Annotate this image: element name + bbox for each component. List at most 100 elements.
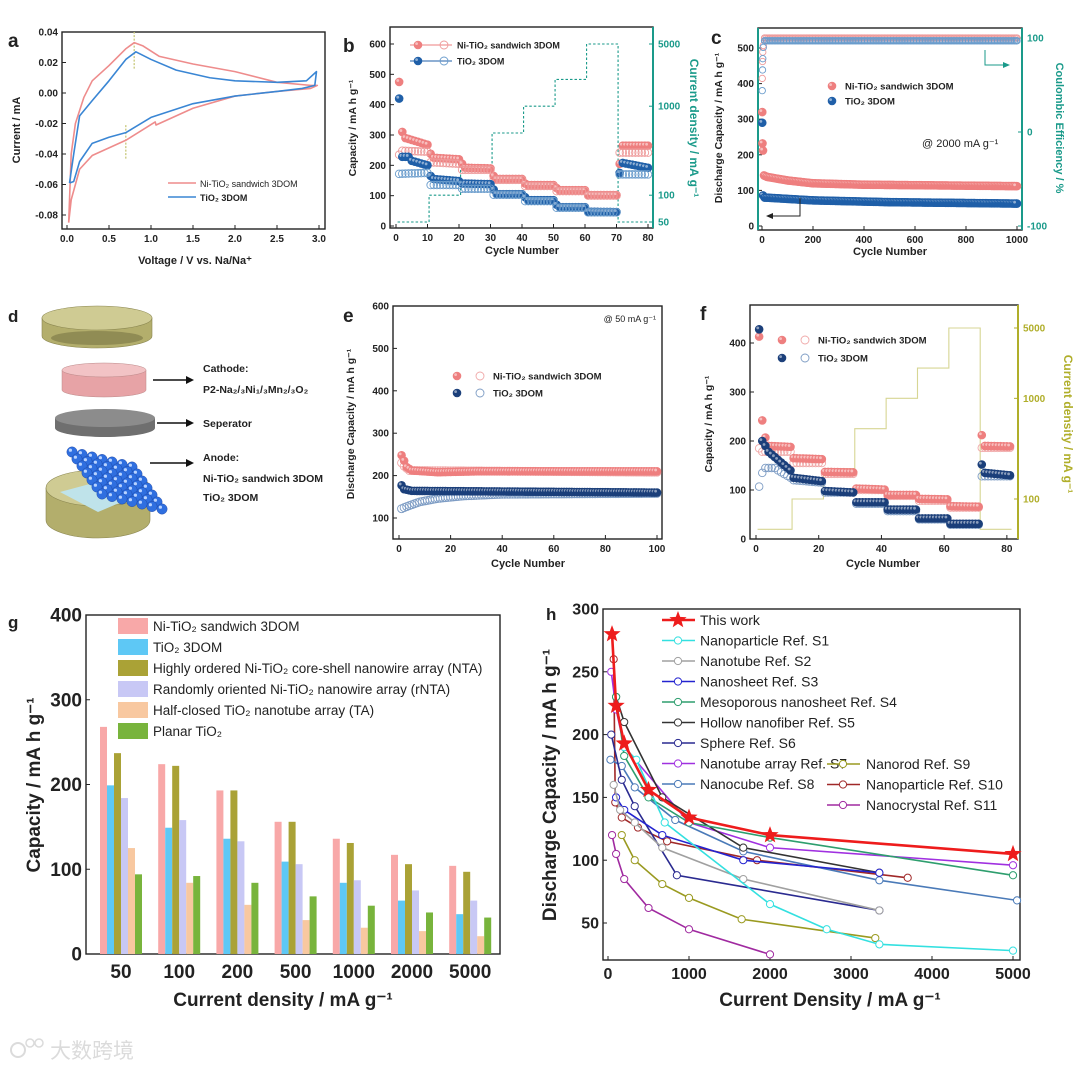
point-tio2-open: [565, 203, 574, 213]
legend-marker-filled-highlight: [454, 373, 457, 376]
point-ni-tio2-filled: [977, 430, 987, 440]
ce-point-tio2: [758, 66, 767, 74]
point-ni-tio2-open: [505, 175, 514, 185]
y-tick-label: 200: [572, 727, 599, 744]
sphere-highlight: [108, 481, 112, 485]
sphere-highlight: [128, 475, 132, 479]
point-tio2-filled: [880, 497, 889, 507]
point-ni-tio2-open: [568, 186, 577, 196]
point-tio2-open: [524, 196, 533, 206]
sphere-highlight: [138, 500, 142, 504]
point-tio2-filled-highlight: [487, 181, 491, 185]
bar: [186, 882, 194, 954]
point-ni-tio2-open: [508, 175, 517, 185]
point-tio2-open: [461, 184, 470, 193]
point-tio2-filled: [911, 505, 921, 514]
sphere-highlight: [108, 470, 112, 474]
bar: [484, 917, 492, 954]
point-tio2-open: [561, 203, 571, 213]
x-tick-label: 20: [813, 544, 825, 555]
point-ni-tio2-open: [552, 186, 561, 196]
point-tio2-open: [555, 203, 565, 213]
point-ni-tio2-open: [640, 148, 650, 157]
y-tick-label: 400: [729, 339, 746, 350]
point-ni-tio2-open: [587, 191, 596, 200]
point-ni-tio2-open: [637, 148, 646, 157]
point-tio2-filled-highlight: [881, 499, 885, 503]
point-marker: [672, 871, 681, 880]
y-tick-label: 100: [729, 486, 746, 497]
legend-marker: [673, 718, 683, 727]
x-tick-label: 0.5: [102, 234, 116, 245]
panel-label-e: e: [343, 306, 354, 327]
point-tio2-open: [587, 208, 596, 217]
bar: [172, 765, 180, 954]
point-ni-tio2-filled: [786, 442, 795, 452]
x-tick-label: 1.0: [144, 234, 158, 245]
point-ni-tio2-open: [571, 186, 580, 196]
sphere-highlight: [83, 469, 87, 473]
star-marker-icon: [761, 826, 779, 843]
legend-marker-highlight: [829, 98, 832, 101]
legend-marker: [838, 780, 848, 789]
point-tio2-open: [552, 203, 561, 213]
x-tick-label: 2.5: [270, 234, 284, 245]
y-axis-label: Current / mA: [11, 97, 23, 164]
y-tick-label: 0.02: [39, 58, 59, 69]
star-marker-icon: [607, 696, 625, 713]
point-tio2-open: [571, 203, 580, 213]
chart-g-bars: 0 100 200 300 400 Capacity / mA h g⁻¹ Current …: [8, 606, 501, 1011]
point-tio2-filled-highlight: [772, 454, 775, 458]
y-tick-label: 150: [572, 790, 599, 807]
point-tio2-open: [536, 196, 546, 206]
x-tick-label: 0: [759, 235, 765, 246]
point-marker: [663, 837, 672, 846]
right-y-tick-label: 0: [1027, 128, 1033, 139]
point-tio2-open: [479, 184, 489, 193]
capacity-point-ni-tio2-highlight: [760, 147, 764, 151]
point-tio2-open: [476, 184, 486, 193]
sphere-highlight: [98, 456, 102, 460]
legend-label: Ni-TiO₂ sandwich 3DOM: [493, 372, 602, 383]
arrowhead-icon: [766, 213, 773, 219]
point-marker: [660, 818, 669, 827]
ce-point-ni-tio2: [758, 74, 766, 83]
point-ni-tio2-filled-highlight: [759, 417, 763, 421]
point-ni-tio2-open: [621, 148, 631, 157]
point-tio2-open: [401, 169, 410, 178]
sphere-highlight: [73, 455, 77, 459]
bar: [179, 820, 187, 954]
x-tick-label: 100: [163, 962, 195, 983]
legend-marker-open: [439, 56, 449, 66]
y-tick-label: 100: [737, 186, 754, 197]
point-ni-tio2-open: [609, 191, 618, 200]
separator-label: Seperator: [203, 418, 252, 430]
right-y-tick-label: 100: [1023, 495, 1040, 506]
cathode-top: [61, 362, 147, 378]
right-axis-label: Current density / mA g⁻¹: [1061, 355, 1075, 494]
point-marker: [630, 802, 639, 811]
y-tick-label: -0.06: [35, 180, 58, 191]
point-ni-tio2-open: [602, 191, 612, 200]
point-tio2-open: [621, 170, 631, 179]
point-tio2-open: [502, 190, 511, 200]
sphere-highlight: [118, 472, 122, 476]
point-tio2-open: [473, 184, 483, 193]
capacity-point-tio2: [757, 118, 767, 128]
x-tick-label: 2000: [391, 962, 433, 983]
point-tio2-open: [577, 203, 587, 213]
point-tio2-open: [442, 180, 451, 190]
point-marker: [606, 755, 615, 764]
top-cap-top: [41, 305, 153, 331]
sphere-highlight: [153, 498, 157, 502]
legend-swatch: [118, 723, 148, 739]
bar: [158, 764, 166, 954]
point-ni-tio2-open: [643, 148, 653, 157]
point-tio2-filled-highlight: [913, 506, 916, 510]
legend-marker: [673, 738, 683, 748]
legend-label: Highly ordered Ni-TiO₂ core-shell nanowi…: [153, 661, 482, 676]
x-tick-label: 50: [110, 962, 131, 983]
right-axis-label: Coulombic Efficiency / %: [1053, 63, 1065, 194]
y-tick-label: 0: [71, 945, 82, 966]
ce-point-tio2: [1012, 37, 1020, 45]
